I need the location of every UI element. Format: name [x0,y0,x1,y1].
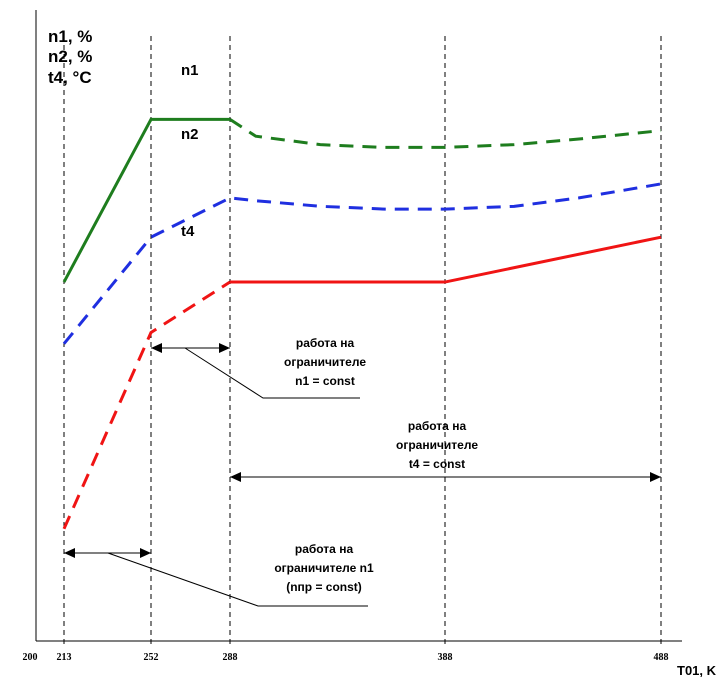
arrow-npr-range-head-left [64,548,75,558]
annotation-npr-line1: работа на [295,542,354,556]
annotation-n1-line1: работа на [296,336,355,350]
series-label-n2: n2 [181,126,199,143]
annotation-arrows [64,343,661,607]
x-ticks: 200 213 252 288 388 488 [23,652,669,663]
arrow-npr-range-head-right [140,548,151,558]
arrow-n1-range-head-left [151,343,162,353]
annotation-npr-limiter: работа на ограничителе n1 (nпр = const) [274,542,374,594]
series-label-t4: t4 [181,223,195,240]
x-tick-label: 488 [654,652,669,663]
leader-npr [107,552,368,607]
annotation-t4-line1: работа на [408,419,467,433]
x-axis-label: T01, K [677,663,717,678]
annotation-npr-line3: (nпр = const) [286,580,362,594]
reference-lines [63,36,662,648]
annotation-t4-line2: ограничителе [396,438,478,452]
y-label-t4: t4, °C [48,68,92,87]
series-lines [62,117,662,530]
series-n1-dashed [229,118,662,149]
leader-n1 [184,347,360,399]
y-label-n1: n1, % [48,27,92,46]
annotation-t4-limiter: работа на ограничителе t4 = const [396,419,478,471]
x-tick-label: 252 [144,652,159,663]
series-t4-solid [230,235,662,284]
y-label-n2: n2, % [48,47,92,66]
series-n2-dashed [62,182,662,345]
arrow-t4-range-head-right [650,472,661,482]
annotation-n1-line2: ограничителе [284,355,366,369]
annotation-n1-limiter: работа на ограничителе n1 = const [284,336,366,388]
x-tick-label: 388 [438,652,453,663]
arrow-t4-range-head-left [230,472,241,482]
series-label-n1: n1 [181,62,199,79]
series-n1-solid [62,117,230,283]
annotation-npr-line2: ограничителе n1 [274,561,374,575]
x-tick-label: 288 [223,652,238,663]
annotation-n1-line3: n1 = const [295,374,355,388]
annotation-t4-line3: t4 = const [409,457,465,471]
series-t4-dashed [62,280,231,530]
x-tick-label: 213 [57,652,72,663]
arrow-n1-range-head-right [219,343,230,353]
x-tick-label: 200 [23,652,38,663]
